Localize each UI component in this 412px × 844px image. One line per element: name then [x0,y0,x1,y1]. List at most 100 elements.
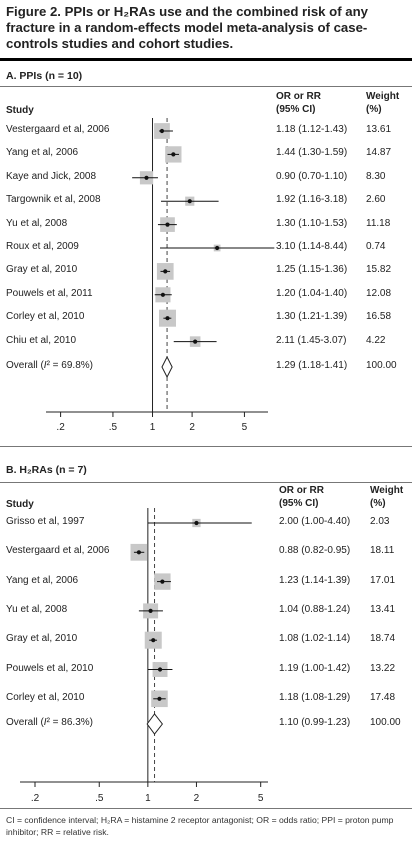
study-weight-box [130,543,148,561]
study-weight: 15.82 [366,264,392,276]
study-label: Vestergaard et al, 2006 [6,545,110,557]
study-label: Gray et al, 2010 [6,264,78,276]
title-rule [0,58,412,61]
study-point [193,339,198,344]
study-point [144,175,149,180]
x-tick-label: .2 [31,793,40,804]
study-ci: 0.88 (0.82-0.95) [279,545,351,557]
study-ci: 1.23 (1.14-1.39) [279,574,351,586]
study-ci: 1.30 (1.10-1.53) [276,217,348,229]
study-point [165,316,170,321]
study-weight-box [151,690,168,708]
study-label: Chiu et al, 2010 [6,334,77,346]
study-weight: 0.74 [366,241,386,252]
study-point [215,245,220,251]
study-label: Grisso et al, 1997 [6,516,85,527]
study-weight: 18.11 [370,545,395,557]
column-header-study: Study [6,499,34,510]
study-weight: 17.48 [370,691,396,703]
study-weight: 13.41 [370,603,396,615]
study-weight-box [159,309,177,327]
column-header-ci: OR or RR [279,485,324,496]
study-weight-box [189,336,201,347]
study-weight: 14.87 [366,147,392,159]
study-weight-box [165,146,182,163]
study-point [171,152,176,157]
column-header-ci-sub: (95% CI) [279,498,319,509]
overall-label-tail: ² = 86.3%) [46,717,93,728]
column-header-ci: OR or RR [276,91,321,102]
study-ci: 3.10 (1.14-8.44) [276,241,348,252]
study-ci: 1.25 (1.15-1.36) [276,264,348,276]
study-weight-box [156,263,174,280]
study-ci: 1.19 (1.00-1.42) [279,662,351,674]
column-header-ci-sub: (95% CI) [276,104,316,115]
study-weight-box [154,123,170,139]
study-label: Pouwels et al, 2011 [6,287,93,299]
study-label: Gray et al, 2010 [6,633,78,645]
overall-label-main: Overall ( [6,717,44,728]
study-point [160,292,166,297]
overall-weight: 100.00 [370,717,401,728]
study-point [136,550,141,555]
study-point [187,199,192,204]
study-weight-box [144,631,162,649]
x-tick-label: 1 [145,793,151,804]
study-weight: 2.03 [370,516,390,527]
x-tick-label: 1 [150,422,156,433]
study-ci: 1.30 (1.21-1.39) [276,311,348,323]
study-label: Yang et al, 2006 [6,574,79,586]
study-ci: 1.04 (0.88-1.24) [279,603,351,615]
study-label: Yang et al, 2006 [6,147,79,159]
study-point [160,579,165,584]
overall-label-i2: I [43,717,47,728]
study-label: Kaye and Jick, 2008 [6,170,97,182]
overall-diamond [146,713,163,735]
study-label: Roux et al, 2009 [6,241,79,252]
study-weight-box [139,171,154,185]
study-weight-box [213,244,221,252]
x-tick-label: 2 [189,422,195,433]
footnote-rule [0,808,412,809]
study-weight: 18.74 [370,633,396,645]
overall-ci: 1.10 (0.99-1.23) [279,717,351,728]
study-label: Vestergaard et al, 2006 [6,124,110,135]
study-label: Pouwels et al, 2010 [6,662,94,674]
study-ci: 1.08 (1.02-1.14) [279,633,351,645]
panel-b-title: B. H₂RAs (n = 7) [6,464,87,476]
study-weight-box [143,603,159,619]
column-header-weight-sub: (%) [366,104,382,115]
overall-label-i2: I [43,360,47,371]
overall-label-tail: ² = 69.8%) [46,360,93,371]
panel-divider [0,446,412,447]
study-ci: 1.92 (1.16-3.18) [276,194,348,206]
study-label: Yu et al, 2008 [6,603,68,615]
x-tick-label: 5 [258,793,264,804]
study-weight: 4.22 [366,334,386,346]
overall-label: Overall (I² = 69.8%) [6,360,93,371]
column-header-study: Study [6,105,34,116]
x-tick-label: .2 [56,422,65,433]
study-weight: 16.58 [366,311,392,323]
overall-ci: 1.29 (1.18-1.41) [276,360,348,371]
study-weight: 13.61 [366,124,392,135]
study-weight-box [160,217,175,232]
study-label: Corley et al, 2010 [6,311,85,323]
x-tick-label: 2 [194,793,200,804]
study-point [163,269,168,274]
study-label: Yu et al, 2008 [6,217,68,229]
study-ci: 1.20 (1.04-1.40) [276,287,348,299]
footnote: CI = confidence interval; H₂RA = histami… [6,815,394,837]
column-header-weight: Weight [370,485,404,496]
study-point [194,520,199,526]
study-weight-box [154,573,171,590]
x-tick-label: .5 [109,422,118,433]
study-weight: 2.60 [366,194,386,206]
study-point [148,608,153,614]
study-weight-box [152,662,168,677]
panel-a-title: A. PPIs (n = 10) [6,70,83,82]
study-weight: 8.30 [366,170,386,182]
study-weight: 12.08 [366,287,392,299]
column-header-weight: Weight [366,91,400,102]
figure-title: Figure 2. PPIs or H₂RAs use and the comb… [6,4,369,51]
